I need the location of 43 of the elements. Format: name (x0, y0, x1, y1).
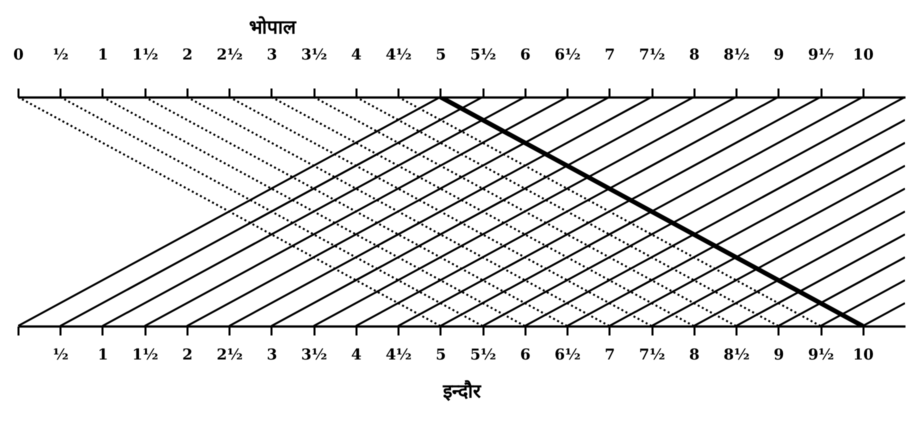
x2-tick-label: 4 (351, 46, 362, 64)
x2-tick-label: 6½ (554, 46, 581, 64)
x2-tick-label: 8 (689, 46, 700, 64)
x2-tick-label: 5 (436, 46, 446, 64)
x2-tick-label: 7 (604, 46, 616, 64)
x2-tick-label: ½ (52, 46, 69, 64)
x-tick-label: 1½ (132, 346, 158, 364)
x-tick-label: 5½ (470, 346, 496, 364)
x2-tick-label: 8½ (724, 46, 750, 64)
x2-tick-label: 3½ (301, 46, 328, 64)
x-tick-label: 4 (351, 346, 362, 364)
x-tick-label: 3 (266, 346, 278, 364)
x2-tick-label: 9 (774, 46, 784, 64)
x2-tick-label: 5½ (470, 46, 496, 64)
x-tick-label: 7 (604, 346, 616, 364)
x2-axis-title: भोपाल (249, 16, 297, 38)
x-tick-label: 5 (436, 346, 446, 364)
x-tick-label: 9 (774, 346, 784, 364)
x-tick-label: 1 (98, 346, 108, 364)
x-tick-label: 2½ (216, 346, 243, 364)
x-tick-label: 8½ (724, 346, 750, 364)
x2-tick-label: 2½ (216, 46, 243, 64)
x-tick-label: 9½ (808, 346, 834, 364)
x2-tick-label: 4½ (386, 46, 412, 64)
x-tick-label: 7½ (639, 346, 666, 364)
x-tick-label: 4½ (386, 346, 412, 364)
x-tick-label: 10 (852, 346, 874, 364)
x-tick-label: 6 (520, 346, 531, 364)
x-tick-label: 8 (689, 346, 700, 364)
x-tick-label: ½ (52, 346, 69, 364)
x2-tick-label: 1½ (132, 46, 158, 64)
x2-tick-label: 0 (13, 46, 24, 64)
x2-tick-label: 1 (98, 46, 108, 64)
x2-tick-label: 3 (266, 46, 278, 64)
x2-tick-label: 6 (520, 46, 531, 64)
x2-tick-label: 7½ (639, 46, 666, 64)
x-tick-label: 2 (182, 346, 193, 364)
x2-tick-label: 2 (182, 46, 193, 64)
x2-tick-label: 9⅐ (808, 46, 834, 64)
x-axis-title: इन्दौर (442, 380, 482, 402)
x2-tick-label: 10 (852, 46, 874, 64)
x-tick-label: 3½ (301, 346, 328, 364)
x-tick-label: 6½ (554, 346, 581, 364)
